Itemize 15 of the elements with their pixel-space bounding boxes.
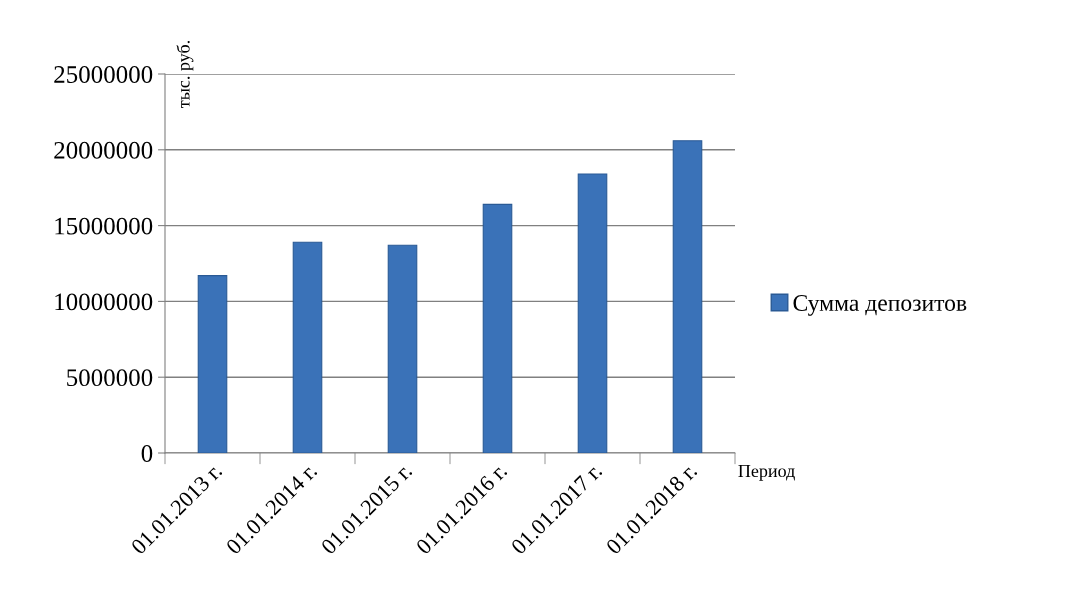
bar — [292, 241, 323, 453]
y-axis-title: тыс. руб. — [176, 41, 194, 108]
bar — [577, 173, 608, 453]
legend-label: Сумма депозитов — [793, 295, 967, 316]
y-tick-label: 10000000 — [55, 293, 153, 311]
x-axis-title: Период — [738, 465, 795, 481]
bar — [482, 203, 513, 453]
bar — [672, 140, 703, 453]
y-tick-label: 0 — [141, 445, 153, 462]
y-tick-label: 20000000 — [54, 141, 153, 159]
y-tick-label: 15000000 — [55, 217, 153, 235]
bar — [197, 275, 228, 453]
bar — [387, 244, 418, 453]
y-tick-label: 5000000 — [67, 369, 153, 387]
y-tick-label: 25000000 — [54, 66, 153, 83]
